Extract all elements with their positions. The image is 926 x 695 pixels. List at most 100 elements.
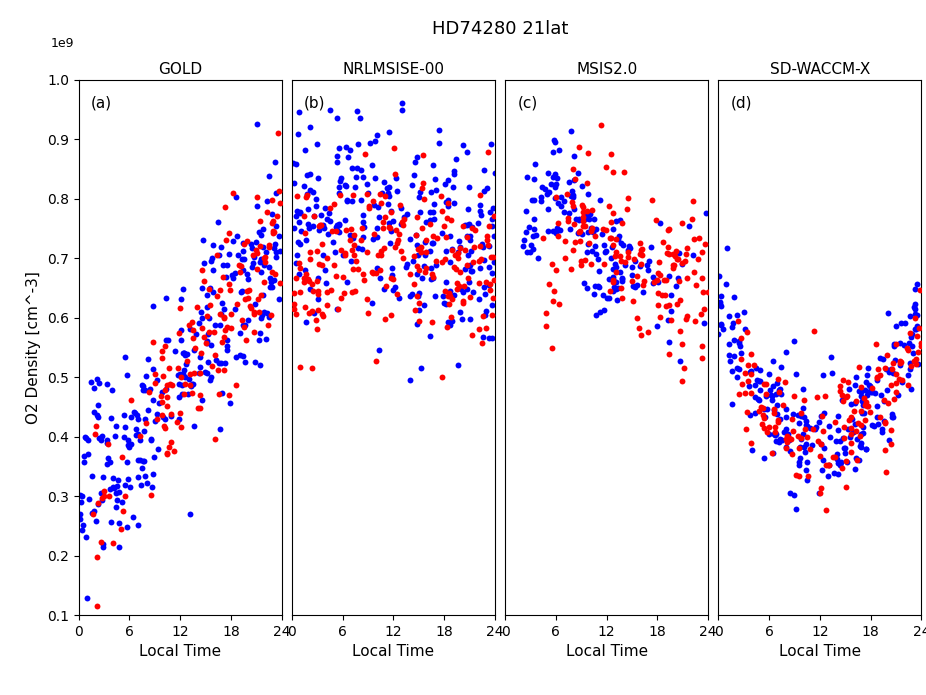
Point [900, 370, 915, 381]
Point [882, 434, 896, 445]
Point [870, 411, 884, 422]
Point [697, 317, 712, 328]
Point [200, 289, 215, 300]
Title: MSIS2.0: MSIS2.0 [576, 63, 637, 77]
Point [101, 439, 116, 450]
Point [838, 481, 853, 492]
Point [472, 199, 487, 211]
Point [343, 144, 357, 155]
Point [554, 192, 569, 203]
Point [698, 238, 713, 250]
Point [768, 430, 782, 441]
Point [409, 229, 424, 240]
Point [348, 172, 363, 183]
Point [473, 262, 488, 273]
Point [786, 425, 801, 436]
Point [87, 428, 102, 439]
Point [344, 223, 358, 234]
Point [396, 219, 411, 230]
Point [486, 251, 501, 262]
Point [822, 432, 837, 443]
Point [337, 247, 352, 259]
Point [96, 541, 111, 553]
Point [578, 220, 593, 231]
Point [527, 195, 542, 206]
Point [118, 480, 132, 491]
Point [232, 349, 247, 360]
Point [584, 222, 599, 234]
Point [356, 231, 370, 243]
Point [241, 314, 256, 325]
Point [207, 326, 222, 337]
Point [177, 364, 192, 375]
Point [882, 367, 896, 378]
Point [161, 363, 176, 374]
Point [242, 284, 257, 295]
Point [778, 377, 793, 388]
Point [309, 245, 324, 256]
Point [312, 220, 327, 231]
Point [261, 262, 276, 273]
Point [847, 464, 862, 475]
Point [877, 418, 892, 429]
Point [269, 188, 283, 199]
Point [845, 428, 859, 439]
Point [895, 377, 909, 388]
Point [101, 490, 116, 501]
Point [465, 329, 480, 341]
Point [478, 309, 493, 320]
Point [329, 226, 344, 237]
Point [487, 167, 502, 179]
Point [551, 231, 566, 242]
Point [538, 320, 553, 332]
Point [418, 266, 432, 277]
Point [535, 232, 550, 243]
Point [390, 238, 405, 249]
Point [257, 277, 272, 288]
Point [133, 480, 148, 491]
Point [583, 258, 598, 269]
Point [732, 341, 747, 352]
Point [202, 282, 217, 293]
Point [72, 513, 87, 524]
Point [243, 300, 257, 311]
Point [303, 283, 318, 294]
Point [310, 288, 325, 299]
Point [442, 288, 457, 299]
Point [624, 269, 639, 280]
Point [272, 197, 287, 208]
Point [478, 288, 493, 299]
Point [610, 234, 625, 245]
Point [864, 386, 879, 397]
Point [571, 213, 586, 224]
Point [608, 215, 623, 227]
Point [888, 386, 903, 398]
Point [839, 455, 854, 466]
Point [449, 154, 464, 165]
Point [566, 163, 581, 174]
Point [661, 270, 676, 281]
Point [879, 466, 894, 477]
Point [853, 429, 868, 440]
Point [482, 262, 496, 273]
Point [571, 167, 586, 178]
Point [877, 395, 892, 407]
Point [131, 428, 146, 439]
Point [194, 322, 209, 334]
Point [233, 261, 248, 272]
Point [794, 407, 808, 418]
Point [120, 473, 135, 484]
Point [308, 314, 323, 325]
Point [682, 220, 696, 231]
Point [382, 190, 396, 202]
Point [525, 243, 540, 254]
Point [230, 230, 244, 241]
Point [881, 398, 895, 409]
Point [365, 266, 380, 277]
Point [249, 118, 264, 129]
Point [772, 384, 787, 395]
Point [389, 224, 404, 235]
Point [468, 224, 482, 235]
Point [137, 384, 152, 395]
Point [382, 126, 397, 138]
